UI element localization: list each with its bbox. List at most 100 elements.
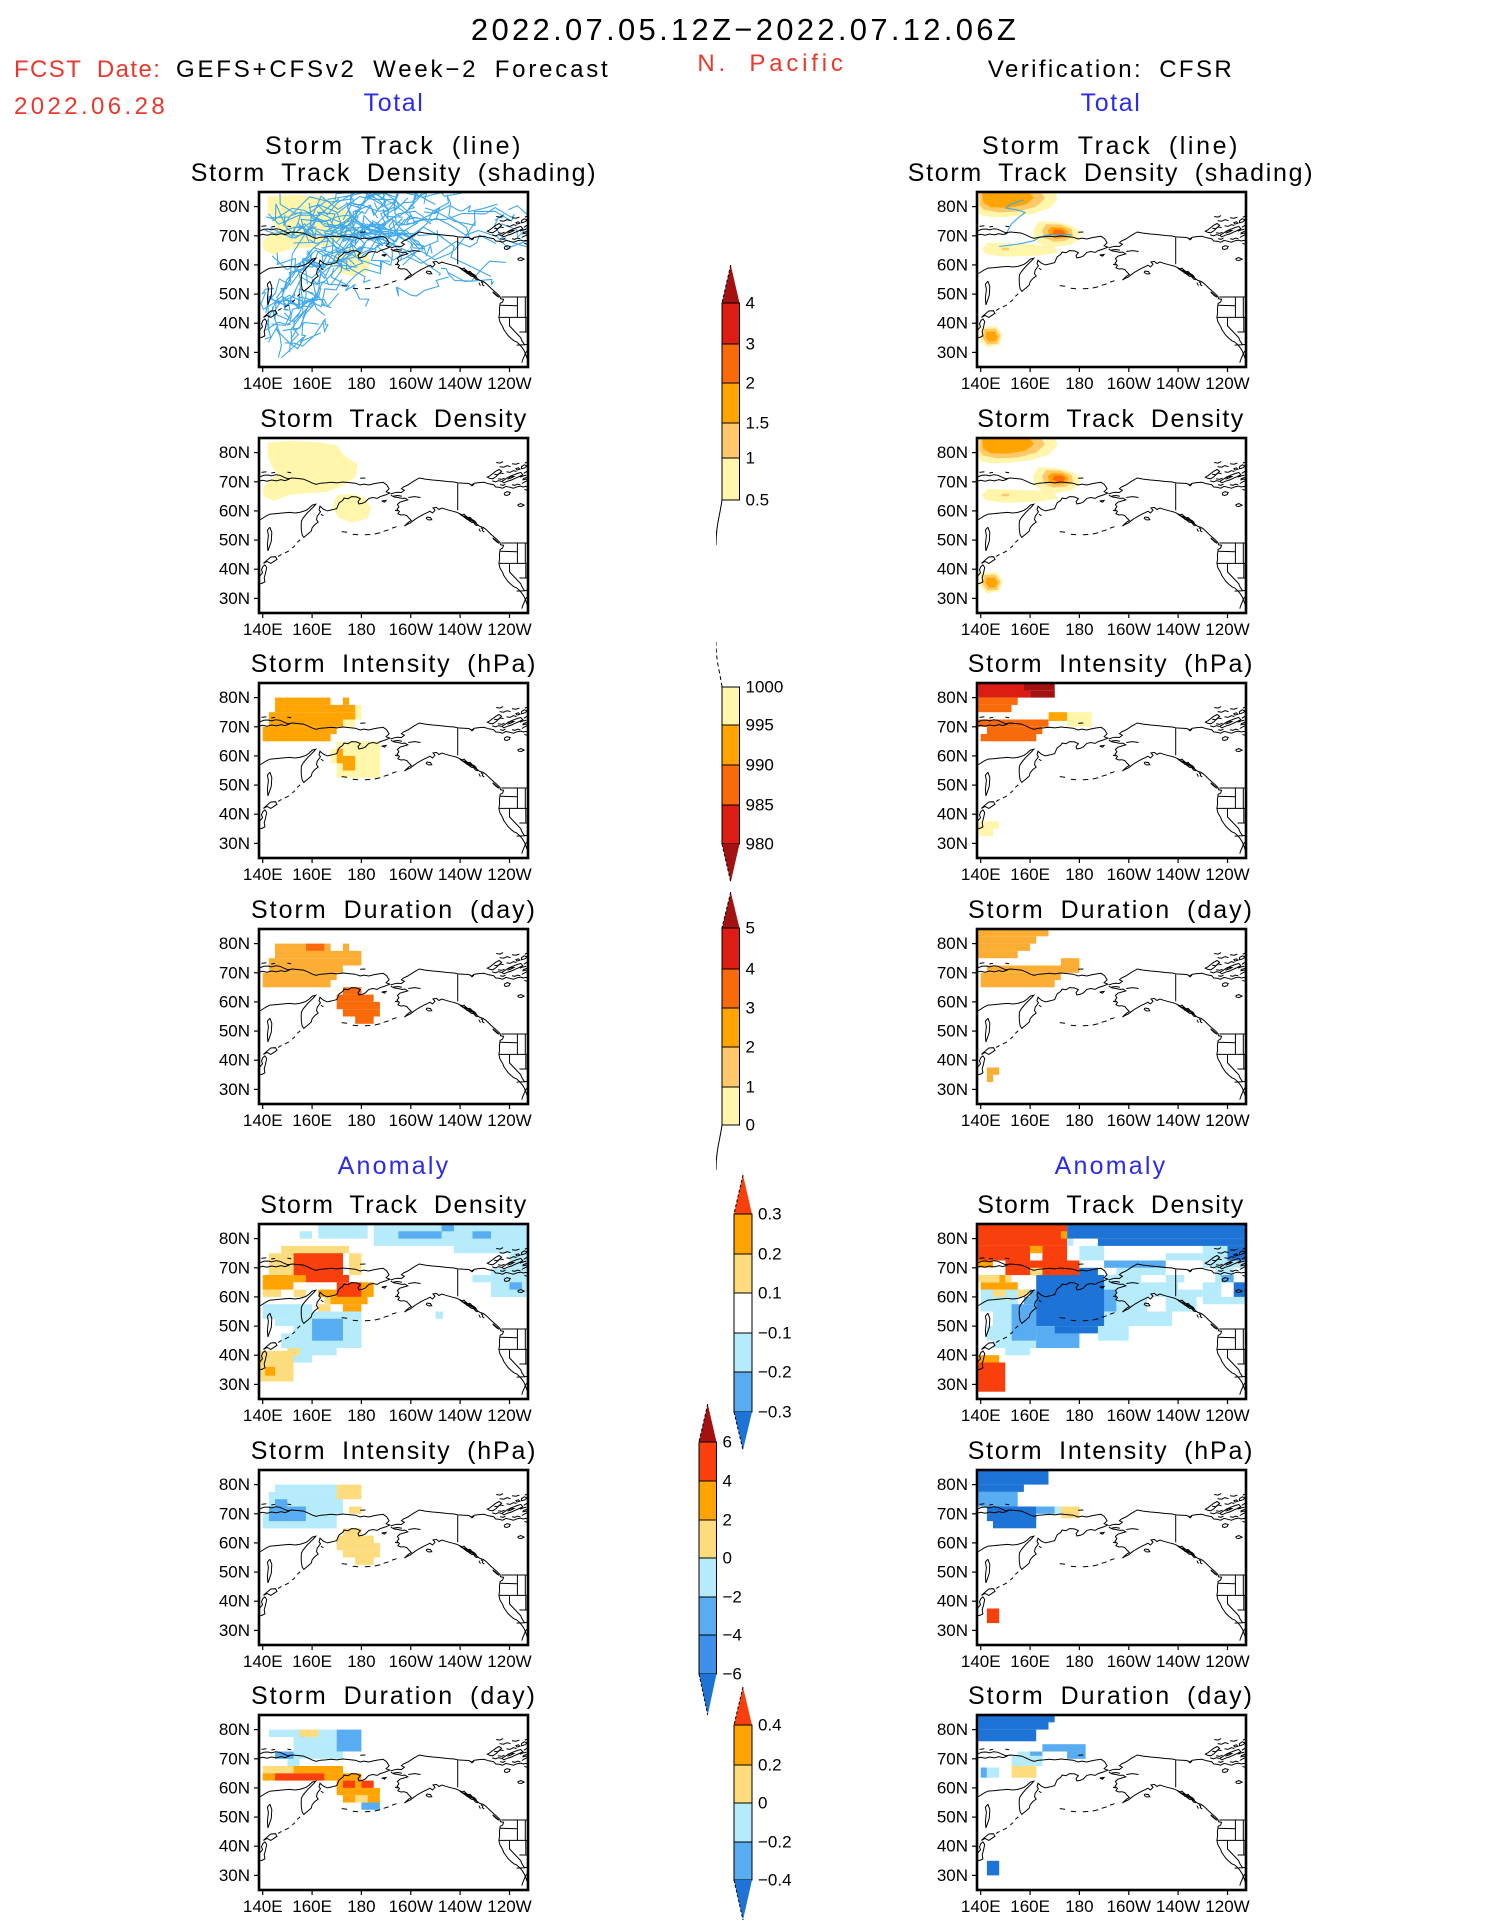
svg-text:40N: 40N [937, 1837, 968, 1856]
svg-text:140W: 140W [1156, 865, 1200, 884]
svg-text:30N: 30N [219, 1080, 250, 1099]
svg-text:70N: 70N [937, 1749, 968, 1768]
svg-text:50N: 50N [937, 285, 968, 304]
svg-text:−0.1: −0.1 [758, 1324, 792, 1343]
svg-text:30N: 30N [937, 1375, 968, 1394]
svg-text:140E: 140E [243, 865, 283, 884]
svg-text:140E: 140E [243, 1897, 283, 1916]
svg-text:70N: 70N [219, 717, 250, 736]
svg-text:30N: 30N [219, 1375, 250, 1394]
svg-text:160W: 160W [389, 1897, 433, 1916]
svg-text:30N: 30N [219, 1866, 250, 1885]
svg-text:80N: 80N [937, 197, 968, 216]
svg-text:40N: 40N [219, 1592, 250, 1611]
svg-text:40N: 40N [219, 1837, 250, 1856]
svg-text:120W: 120W [487, 1406, 531, 1425]
svg-text:160E: 160E [1010, 1406, 1050, 1425]
svg-text:70N: 70N [219, 226, 250, 245]
svg-text:140E: 140E [961, 620, 1001, 639]
svg-text:120W: 120W [487, 374, 531, 393]
svg-text:60N: 60N [219, 746, 250, 765]
svg-text:160E: 160E [1010, 1111, 1050, 1130]
svg-text:50N: 50N [219, 531, 250, 550]
svg-text:160W: 160W [1107, 1406, 1151, 1425]
svg-text:1.5: 1.5 [746, 414, 770, 433]
svg-text:990: 990 [746, 756, 774, 775]
svg-text:160E: 160E [292, 374, 332, 393]
svg-text:5: 5 [746, 919, 755, 938]
svg-text:140W: 140W [438, 1652, 482, 1671]
svg-text:60N: 60N [219, 1778, 250, 1797]
svg-text:120W: 120W [487, 865, 531, 884]
svg-text:0: 0 [723, 1549, 732, 1568]
svg-text:−0.3: −0.3 [758, 1403, 792, 1422]
svg-text:180: 180 [347, 1111, 375, 1130]
svg-text:160W: 160W [1107, 1111, 1151, 1130]
svg-text:50N: 50N [937, 1317, 968, 1336]
svg-text:120W: 120W [487, 1111, 531, 1130]
svg-text:50N: 50N [219, 1317, 250, 1336]
svg-text:140E: 140E [243, 1406, 283, 1425]
svg-text:140W: 140W [1156, 1897, 1200, 1916]
svg-text:160E: 160E [1010, 620, 1050, 639]
svg-text:3: 3 [746, 999, 755, 1018]
svg-text:120W: 120W [1205, 1897, 1249, 1916]
svg-text:160W: 160W [389, 620, 433, 639]
svg-text:30N: 30N [937, 834, 968, 853]
svg-text:60N: 60N [937, 501, 968, 520]
svg-text:80N: 80N [937, 1475, 968, 1494]
svg-text:140E: 140E [961, 1111, 1001, 1130]
svg-text:160W: 160W [389, 374, 433, 393]
svg-text:140W: 140W [438, 1897, 482, 1916]
svg-text:120W: 120W [487, 620, 531, 639]
svg-text:985: 985 [746, 796, 774, 815]
svg-text:140E: 140E [961, 865, 1001, 884]
svg-text:120W: 120W [487, 1897, 531, 1916]
svg-text:120W: 120W [1205, 1652, 1249, 1671]
svg-text:30N: 30N [937, 1866, 968, 1885]
svg-text:4: 4 [746, 294, 755, 313]
svg-text:70N: 70N [937, 1258, 968, 1277]
svg-text:40N: 40N [937, 560, 968, 579]
svg-text:40N: 40N [219, 805, 250, 824]
svg-text:140E: 140E [243, 1652, 283, 1671]
svg-text:80N: 80N [219, 443, 250, 462]
svg-text:50N: 50N [937, 1022, 968, 1041]
svg-text:50N: 50N [937, 531, 968, 550]
svg-text:4: 4 [723, 1472, 732, 1491]
svg-text:30N: 30N [937, 589, 968, 608]
svg-text:50N: 50N [219, 1563, 250, 1582]
svg-text:120W: 120W [1205, 620, 1249, 639]
svg-text:−0.2: −0.2 [758, 1363, 792, 1382]
svg-text:140E: 140E [961, 1897, 1001, 1916]
svg-text:50N: 50N [937, 776, 968, 795]
svg-text:0: 0 [746, 1116, 755, 1135]
svg-text:70N: 70N [219, 472, 250, 491]
svg-text:−0.4: −0.4 [758, 1871, 792, 1890]
svg-text:30N: 30N [937, 1080, 968, 1099]
svg-text:180: 180 [347, 865, 375, 884]
svg-text:60N: 60N [219, 255, 250, 274]
svg-text:140W: 140W [438, 374, 482, 393]
svg-text:60N: 60N [937, 746, 968, 765]
svg-text:120W: 120W [487, 1652, 531, 1671]
svg-text:1000: 1000 [746, 678, 784, 697]
svg-text:80N: 80N [219, 197, 250, 216]
svg-text:140W: 140W [438, 865, 482, 884]
svg-text:160E: 160E [292, 1652, 332, 1671]
svg-text:60N: 60N [219, 992, 250, 1011]
svg-text:70N: 70N [937, 472, 968, 491]
svg-text:140E: 140E [961, 374, 1001, 393]
svg-text:70N: 70N [937, 226, 968, 245]
svg-text:80N: 80N [219, 688, 250, 707]
svg-text:80N: 80N [937, 688, 968, 707]
svg-text:30N: 30N [219, 589, 250, 608]
svg-text:140W: 140W [1156, 374, 1200, 393]
svg-text:80N: 80N [937, 1720, 968, 1739]
svg-text:40N: 40N [219, 1346, 250, 1365]
svg-text:40N: 40N [937, 1051, 968, 1070]
svg-text:160W: 160W [1107, 374, 1151, 393]
svg-text:70N: 70N [937, 963, 968, 982]
svg-text:140E: 140E [961, 1406, 1001, 1425]
svg-text:160E: 160E [292, 1406, 332, 1425]
